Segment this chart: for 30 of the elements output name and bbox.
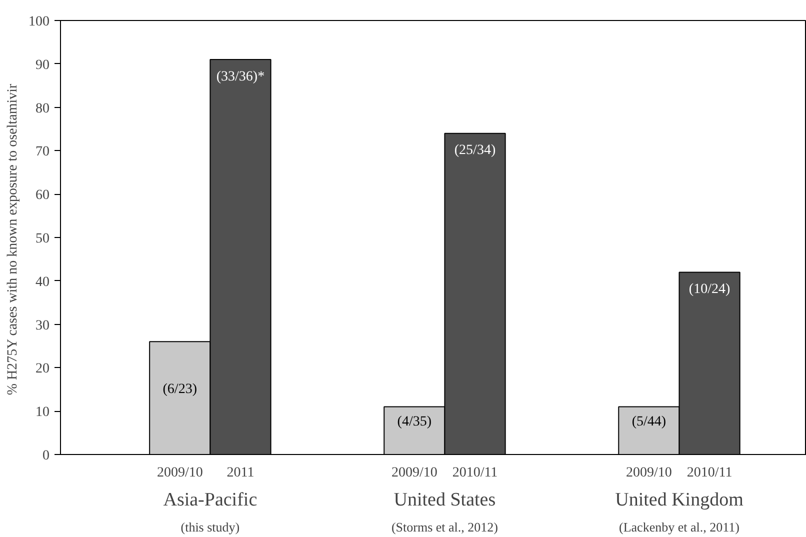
x-tick-label: 2010/11 — [452, 466, 498, 480]
x-tick-label: 2011 — [226, 466, 254, 480]
y-tick-label: 70 — [36, 144, 50, 160]
text: United Kingdom — [615, 490, 744, 510]
data-label: (4/35) — [397, 414, 432, 430]
data-label: (5/44) — [632, 414, 666, 430]
data-label: (6/23) — [162, 382, 198, 397]
text: (Lackenby et al., 2011) — [619, 520, 740, 534]
x-tick-label: 2009/10 — [391, 466, 438, 480]
x-tick-label: 2009/10 — [626, 466, 672, 480]
x-tick-label: 2010/11 — [686, 466, 732, 480]
y-tick-label: 30 — [36, 318, 50, 334]
y-tick-label: 40 — [36, 274, 50, 290]
text: (this study) — [180, 520, 240, 534]
data-label: (25/34) — [454, 143, 496, 158]
y-axis-title: % H275Y cases with no known exposure to oseltamivir — [6, 84, 20, 396]
data-label: (33/36)* — [216, 69, 265, 84]
text: Asia-Pacific — [163, 490, 258, 510]
y-tick-label: 60 — [36, 188, 50, 204]
y-tick-label: 100 — [28, 14, 50, 30]
data-label: (10/24) — [688, 282, 730, 298]
text: United States — [394, 490, 496, 510]
y-tick-label: 80 — [36, 101, 50, 116]
y-tick-label: 0 — [42, 448, 50, 464]
y-tick-label: 10 — [36, 405, 50, 420]
y-tick-label: 20 — [36, 362, 50, 377]
text: (Storms et al., 2012) — [391, 520, 498, 534]
y-tick-label: 90 — [36, 58, 50, 73]
y-tick-label: 50 — [36, 232, 50, 246]
x-tick-label: 2009/10 — [156, 466, 203, 480]
